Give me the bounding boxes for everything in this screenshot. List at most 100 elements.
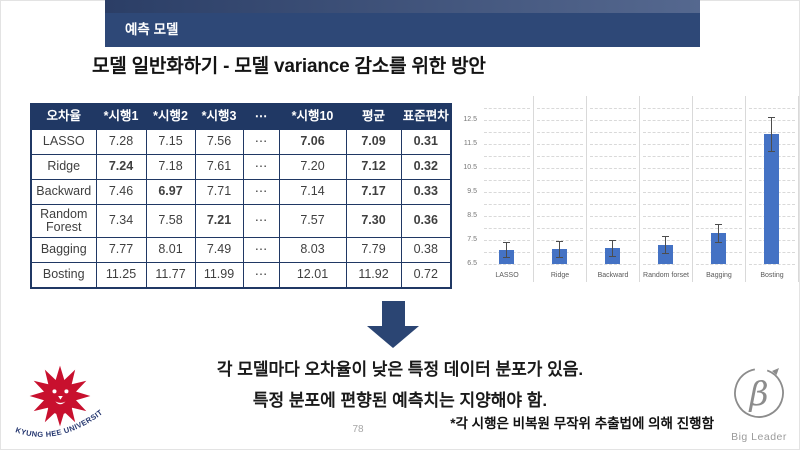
y-axis-tick-label: 9.5 [467,188,477,195]
chart-bar [711,233,726,264]
gridline [590,156,636,157]
gridline [484,216,530,217]
page-title: 모델 일반화하기 - 모델 variance 감소를 위한 방안 [92,56,486,77]
gridline [590,144,636,145]
value-cell: 7.71 [194,179,244,205]
big-leader-label: Big Leader [731,431,787,443]
gridline [696,156,742,157]
category-label: Random forset [643,272,689,279]
gridline [537,180,583,181]
value-cell: 7.79 [345,237,402,263]
gridline [696,120,742,121]
chart-bar [764,133,779,264]
chart-panel: Ridge [534,96,587,282]
table-header-cell: *시행10 [278,103,347,130]
error-bar-cap [556,256,563,258]
chart-panel: LASSO [481,96,534,282]
error-bar-cap [556,241,563,243]
gridline [643,240,689,241]
table-header-cell: ⋯ [242,103,280,130]
highlighted-value-cell: 0.31 [400,129,452,155]
value-cell: 8.03 [278,237,347,263]
gridline [696,192,742,193]
value-cell: 0.72 [400,262,452,288]
error-bar-cap [768,116,775,118]
gridline [749,132,795,133]
gridline [643,228,689,229]
model-name-cell: Bagging [30,237,97,263]
gridline [537,216,583,217]
error-bar [771,116,772,152]
value-cell: 7.58 [145,204,196,238]
model-name-cell: LASSO [30,129,97,155]
big-leader-monogram: β [747,374,768,413]
gridline [590,120,636,121]
highlighted-value-cell: 7.06 [278,129,347,155]
error-bar [612,240,613,256]
error-bar-cap [715,223,722,225]
table-header-cell: 표준편차 [400,103,452,130]
chart-panels: LASSO Ridge Backward Random forset Bagging Bo… [481,96,799,282]
down-arrow-head [367,326,419,348]
highlighted-value-cell: 0.33 [400,179,452,205]
highlighted-value-cell: 7.24 [95,154,147,180]
model-name-cell: Random Forest [30,204,97,238]
value-cell: 7.20 [278,154,347,180]
error-bar [665,236,666,254]
gridline [484,180,530,181]
gridline [590,168,636,169]
gridline [484,168,530,169]
conclusion-line-2: 특정 분포에 편향된 예측치는 지양해야 함. [252,391,548,410]
table-row: Ridge 7.24 7.18 7.61 ⋯ 7.20 7.12 0.32 [30,154,452,180]
value-cell: 8.01 [145,237,196,263]
gridline [696,204,742,205]
table-header-cell: 오차율 [30,103,97,130]
highlighted-value-cell: 7.30 [345,204,402,238]
lion-emblem-icon [29,365,91,427]
value-cell: 11.25 [95,262,147,288]
footnote: *각 시행은 비복원 무작위 추출법에 의해 진행함 [450,416,714,431]
error-bar-cap [609,240,616,241]
error-bar-cap [503,242,510,244]
error-bar-cap [662,236,669,238]
y-axis-tick-label: 8.5 [467,212,477,219]
big-leader-logo: β Big Leader [731,368,787,443]
highlighted-value-cell: 0.32 [400,154,452,180]
value-cell: 7.28 [95,129,147,155]
error-bar [559,241,560,257]
error-rate-table-container: 오차율 *시행1 *시행2 *시행3 ⋯ *시행10 평균 표준편차 LASSO 7.28 7.1… [30,103,452,289]
model-name-cell: Bosting [30,262,97,288]
gridline [749,108,795,109]
value-cell: ⋯ [242,262,280,288]
error-bar [506,242,507,258]
gridline [537,192,583,193]
highlighted-value-cell: 0.36 [400,204,452,238]
gridline [590,108,636,109]
gridline [696,264,742,265]
down-arrow [382,301,405,326]
value-cell: 7.14 [278,179,347,205]
value-cell: 7.49 [194,237,244,263]
category-label: Ridge [550,272,570,279]
gridline [696,132,742,133]
value-cell: 11.77 [145,262,196,288]
gridline [484,228,530,229]
highlighted-value-cell: 7.12 [345,154,402,180]
value-cell: 7.61 [194,154,244,180]
gridline [590,216,636,217]
value-cell: 11.99 [194,262,244,288]
gridline [696,108,742,109]
y-axis-tick-label: 7.5 [467,236,477,243]
error-bar-cap [503,257,510,259]
table-row: LASSO 7.28 7.15 7.56 ⋯ 7.06 7.09 0.31 [30,129,452,155]
category-label: Bagging [706,272,732,279]
gridline [696,216,742,217]
value-cell: 12.01 [278,262,347,288]
table-header-cell: *시행3 [194,103,244,130]
chart-panel: Random forset [640,96,693,282]
value-cell: 7.34 [95,204,147,238]
value-cell: ⋯ [242,204,280,238]
gridline [643,120,689,121]
gridline [537,264,583,265]
highlighted-value-cell: 7.17 [345,179,402,205]
